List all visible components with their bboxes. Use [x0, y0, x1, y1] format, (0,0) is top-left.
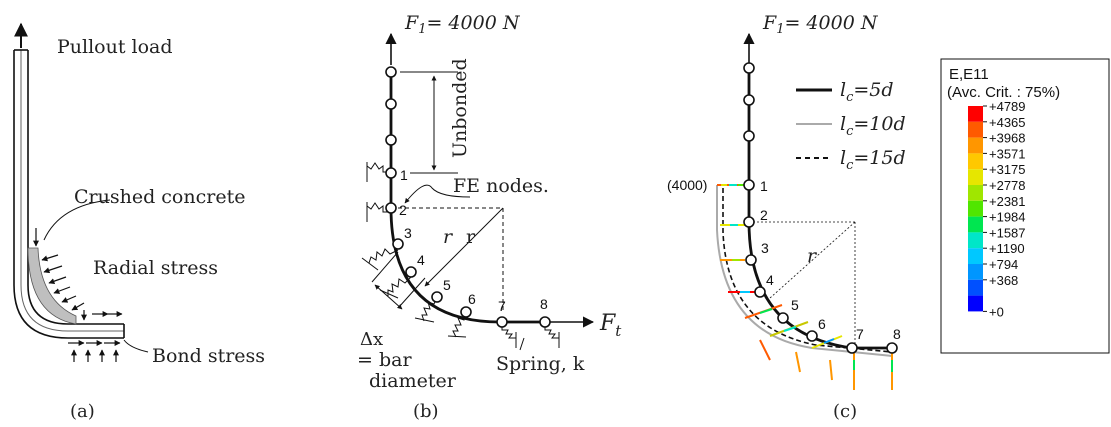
hook-bar-outer: [13, 50, 124, 339]
radial-stress-arrows: [33, 228, 85, 311]
color-level-label: +4789: [989, 99, 1026, 114]
pullout-load-label: Pullout load: [57, 36, 173, 58]
caption-c: (c): [833, 401, 857, 422]
color-level-label: +794: [989, 257, 1018, 272]
radius-label-b1: r: [443, 226, 454, 248]
fe-nodes-leader: [404, 184, 471, 204]
color-swatch: [968, 200, 983, 217]
node-number: 2: [399, 202, 407, 218]
bond-leader: [123, 339, 149, 353]
node-number: 6: [468, 291, 476, 307]
radius-label-c: r: [807, 245, 818, 267]
caption-a: (a): [70, 401, 95, 422]
color-level-label: +3175: [989, 162, 1026, 177]
panel-a: Pullout load Crushed concrete Radial str…: [13, 22, 265, 422]
radius-line-b: [424, 207, 504, 287]
bond-stress-label: Bond stress: [152, 345, 265, 367]
bar-diameter-line2: diameter: [369, 370, 457, 392]
curve-lc-15d: [722, 188, 893, 353]
node-number: 2: [760, 207, 768, 223]
panel-c: F1= 4000 N r: [667, 12, 906, 422]
node-number: 7: [498, 298, 506, 314]
node-numbers-c: 1 2 3 4 5 6 7 8: [760, 178, 901, 342]
legend-title: E,E11: [949, 66, 989, 83]
stress-markers: [717, 184, 893, 390]
color-swatch: [968, 121, 983, 138]
crushed-concrete-zone: [27, 247, 77, 325]
node-number: 8: [540, 296, 548, 312]
color-swatch: [968, 232, 983, 249]
color-level-label: +2778: [989, 178, 1026, 193]
force-f1-label: F1= 4000 N: [404, 12, 521, 37]
bar-model-b: [389, 72, 545, 324]
node-number: 7: [856, 326, 864, 342]
crushed-concrete-label: Crushed concrete: [74, 186, 245, 208]
color-level-label: +0: [989, 304, 1004, 319]
color-level-label: +2381: [989, 194, 1026, 209]
legend-label-5d: lc=5d: [840, 79, 894, 105]
node-number: 3: [404, 225, 412, 241]
fe-nodes-label: FE nodes.: [453, 175, 549, 197]
bond-stress-arrows: [68, 310, 123, 362]
node-number: 4: [766, 272, 774, 288]
node-number: 8: [893, 326, 901, 342]
color-swatch: [968, 106, 983, 122]
node-number: 5: [443, 277, 451, 293]
color-swatch: [968, 264, 983, 280]
color-swatch: [968, 216, 983, 233]
color-swatch: [968, 137, 983, 154]
bar-model-c: [747, 68, 892, 350]
color-level-label: +3968: [989, 131, 1026, 146]
color-level-label: +3571: [989, 146, 1026, 161]
node-number: 1: [400, 167, 408, 183]
delta-x-label: Δx: [360, 329, 383, 350]
color-level-label: +368: [989, 273, 1018, 288]
nodes-c: [743, 62, 898, 354]
force-ft-label: Ft: [599, 311, 622, 340]
color-swatch: [968, 295, 983, 312]
node-number: 1: [760, 178, 768, 194]
spring-label: Spring, k: [496, 353, 585, 375]
curve-lc-10d: [716, 185, 893, 357]
contour-legend: E,E11 (Avc. Crit. : 75%) +4789+4365+3968…: [940, 58, 1110, 354]
color-swatch: [968, 279, 983, 296]
hook-bar-center: [20, 50, 124, 332]
color-level-label: +1984: [989, 210, 1026, 225]
crushed-leader: [43, 199, 111, 241]
load-label-c: (4000): [667, 177, 707, 193]
node-numbers-b: 1 2 3 4 5 6 7 8: [399, 167, 548, 314]
color-level-label: +1190: [989, 241, 1025, 256]
legend-label-10d: lc=10d: [840, 113, 906, 139]
force-f1-label-c: F1= 4000 N: [762, 12, 879, 37]
node-number: 6: [818, 316, 826, 332]
hook-bar-inner: [27, 50, 124, 325]
caption-b: (b): [413, 401, 439, 422]
node-number: 3: [761, 240, 769, 256]
node-number: 4: [417, 252, 425, 268]
nodes-b: [385, 66, 551, 328]
radius-label-b2: r: [466, 226, 476, 248]
delta-x-dimension: [374, 284, 403, 310]
panel-b: F1= 4000 N Ft Unbonded FE nodes. r r: [357, 12, 622, 422]
color-swatch: [968, 248, 983, 264]
color-swatch: [968, 185, 983, 201]
color-level-label: +1587: [989, 225, 1026, 240]
legend-subtitle: (Avc. Crit. : 75%): [947, 84, 1060, 101]
line-legend: lc=5d lc=10d lc=15d: [796, 79, 906, 173]
node-number: 5: [791, 297, 799, 313]
color-scale: +4789+4365+3968+3571+3175+2778+2381+1984…: [968, 99, 1026, 319]
color-level-label: +4365: [989, 115, 1026, 130]
legend-label-15d: lc=15d: [840, 147, 906, 173]
radial-stress-label: Radial stress: [93, 257, 218, 279]
color-swatch: [968, 169, 983, 185]
color-swatch: [968, 153, 983, 170]
unbonded-label: Unbonded: [449, 58, 471, 158]
bar-diameter-line1: = bar: [357, 349, 412, 371]
